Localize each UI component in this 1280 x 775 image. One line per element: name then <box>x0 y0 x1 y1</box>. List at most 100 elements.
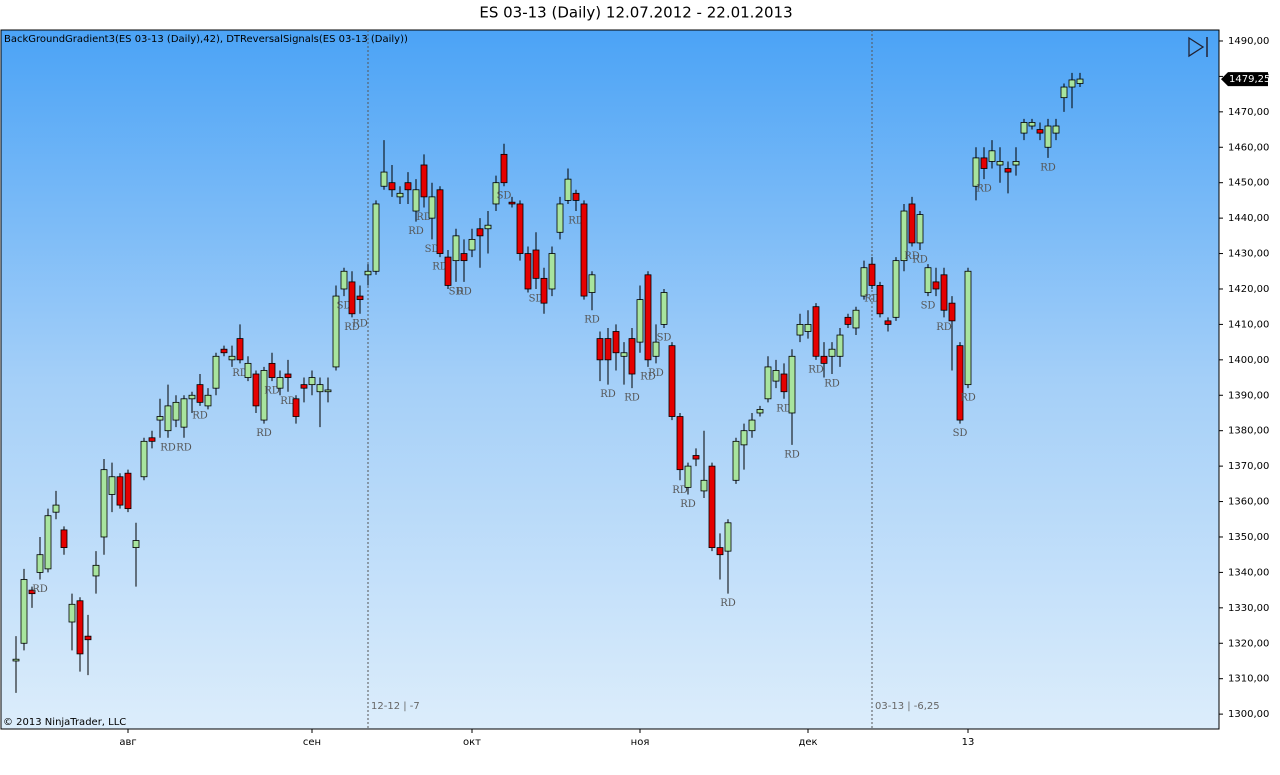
candle-body <box>884 320 892 325</box>
candle-body <box>892 260 900 318</box>
signal-label: SD <box>921 301 936 312</box>
candle-body <box>228 355 236 361</box>
signal-label: RD <box>352 318 368 329</box>
candle-body <box>356 295 364 301</box>
candle-body <box>596 338 604 361</box>
candle-body <box>996 161 1004 166</box>
signal-label: RD <box>624 393 640 404</box>
candle-body <box>68 603 76 623</box>
candle-body <box>140 440 148 478</box>
rollover-label: 12-12 | -7 <box>371 701 420 712</box>
signal-label: RD <box>776 403 792 414</box>
candle-body <box>940 274 948 311</box>
candle-body <box>324 389 332 393</box>
signal-label: SD <box>953 428 968 439</box>
signal-label: RD <box>160 442 176 453</box>
signal-label: RD <box>672 485 688 496</box>
signal-label: RD <box>32 584 48 595</box>
signal-label: RD <box>864 293 880 304</box>
candle-body <box>780 373 788 393</box>
candle-body <box>556 203 564 233</box>
candle-body <box>748 419 756 432</box>
candle-body <box>436 189 444 254</box>
x-tick-label: дек <box>798 737 817 748</box>
candle-body <box>260 370 268 421</box>
plot-area <box>0 29 1220 730</box>
signal-label: SD <box>657 332 672 343</box>
candle-body <box>316 384 324 393</box>
candle-body <box>500 153 508 184</box>
candle-body <box>212 355 220 389</box>
candle-body <box>788 355 796 414</box>
candle-body <box>604 338 612 361</box>
candle-body <box>132 540 140 549</box>
candle-body <box>444 256 452 286</box>
y-tick-label: 1320,00 <box>1228 638 1269 649</box>
y-tick-label: 1400,00 <box>1228 355 1269 366</box>
candle-body <box>52 504 60 513</box>
candle-body <box>772 370 780 382</box>
y-tick-label: 1350,00 <box>1228 532 1269 543</box>
candle-body <box>612 331 620 354</box>
candle-body <box>820 355 828 364</box>
signal-label: RD <box>936 322 952 333</box>
candle-body <box>1004 168 1012 173</box>
signal-label: RD <box>600 389 616 400</box>
signal-label: RD <box>256 428 272 439</box>
signal-label: SD <box>425 244 440 255</box>
signal-label: RD <box>192 410 208 421</box>
candle-body <box>124 472 132 510</box>
y-tick-label: 1440,00 <box>1228 213 1269 224</box>
y-tick-label: 1300,00 <box>1228 709 1269 720</box>
signal-label: SD <box>529 293 544 304</box>
rollover-label: 03-13 | -6,25 <box>875 701 940 712</box>
indicator-label: BackGroundGradient3(ES 03-13 (Daily),42)… <box>4 34 408 45</box>
candle-body <box>916 214 924 244</box>
candle-body <box>236 338 244 361</box>
candle-body <box>364 270 372 276</box>
candle-body <box>660 292 668 325</box>
signal-label: RD <box>584 315 600 326</box>
candle-body <box>620 352 628 357</box>
candle-body <box>452 235 460 262</box>
candle-body <box>84 635 92 641</box>
signal-label: SD <box>497 191 512 202</box>
candle-body <box>908 203 916 244</box>
candle-body <box>180 398 188 428</box>
scroll-end-button[interactable] <box>1188 36 1208 58</box>
candle-body <box>964 270 972 386</box>
candle-body <box>932 281 940 290</box>
signal-label: RD <box>904 251 920 262</box>
candle-body <box>708 465 716 549</box>
signal-label: SD <box>337 301 352 312</box>
y-tick-label: 1340,00 <box>1228 567 1269 578</box>
candle-body <box>644 274 652 361</box>
candle-body <box>220 348 228 354</box>
candle-body <box>1036 129 1044 134</box>
candle-body <box>1068 79 1076 88</box>
signal-label: RD <box>648 368 664 379</box>
candle-body <box>756 409 764 414</box>
candle-body <box>476 228 484 237</box>
y-tick-label: 1410,00 <box>1228 319 1269 330</box>
signal-label: RD <box>344 322 360 333</box>
candle-body <box>572 192 580 201</box>
signal-label: RD <box>232 368 248 379</box>
signal-label: RD <box>280 396 296 407</box>
candle-body <box>340 270 348 290</box>
candle-body <box>868 263 876 286</box>
candle-body <box>188 394 196 400</box>
candle-body <box>980 157 988 169</box>
candle-body <box>684 465 692 488</box>
y-tick-label: 1370,00 <box>1228 461 1269 472</box>
candle-body <box>268 362 276 378</box>
last-price-label: 1479,25 <box>1229 74 1270 85</box>
signal-label: RD <box>568 216 584 227</box>
candle-body <box>300 384 308 389</box>
signal-label: RD <box>976 184 992 195</box>
x-tick-label: авг <box>119 737 136 748</box>
candle-body <box>372 203 380 272</box>
candle-body <box>428 196 436 219</box>
signal-label: SD <box>449 286 464 297</box>
